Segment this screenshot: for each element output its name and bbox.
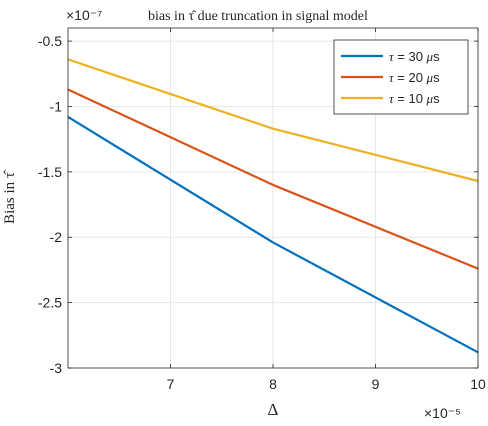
series-line bbox=[67, 88, 479, 270]
y-exponent: ×10⁻⁷ bbox=[66, 7, 102, 23]
y-tick-label: -1.5 bbox=[38, 164, 62, 180]
y-tick-label: -2 bbox=[50, 229, 63, 245]
series-lines bbox=[67, 58, 479, 354]
y-tick-label: -2.5 bbox=[38, 295, 62, 311]
x-exponent: ×10⁻⁵ bbox=[424, 405, 461, 421]
legend-label: τ = 10 μs bbox=[389, 91, 440, 106]
chart-title: bias in τ̂ due truncation in signal mode… bbox=[148, 9, 368, 24]
x-tick-label: 9 bbox=[372, 376, 380, 392]
legend: τ = 30 μs τ = 20 μs τ = 10 μs bbox=[333, 39, 469, 115]
axis-ticks: 7 8 9 10 -3 -2.5 -2 -1.5 -1 -0.5 bbox=[38, 28, 486, 392]
series-line bbox=[67, 58, 479, 183]
y-tick-label: -3 bbox=[50, 360, 63, 376]
series-line bbox=[67, 115, 479, 354]
x-tick-label: 7 bbox=[167, 376, 175, 392]
x-tick-label: 8 bbox=[269, 376, 277, 392]
y-axis-label: Bias in τ̂ bbox=[2, 169, 18, 224]
y-tick-label: -0.5 bbox=[38, 33, 62, 49]
legend-label: τ = 30 μs bbox=[389, 49, 440, 64]
x-axis-label: Δ bbox=[268, 400, 279, 419]
legend-label: τ = 20 μs bbox=[389, 70, 440, 85]
y-tick-label: -1 bbox=[50, 98, 63, 114]
x-tick-label: 10 bbox=[470, 376, 486, 392]
